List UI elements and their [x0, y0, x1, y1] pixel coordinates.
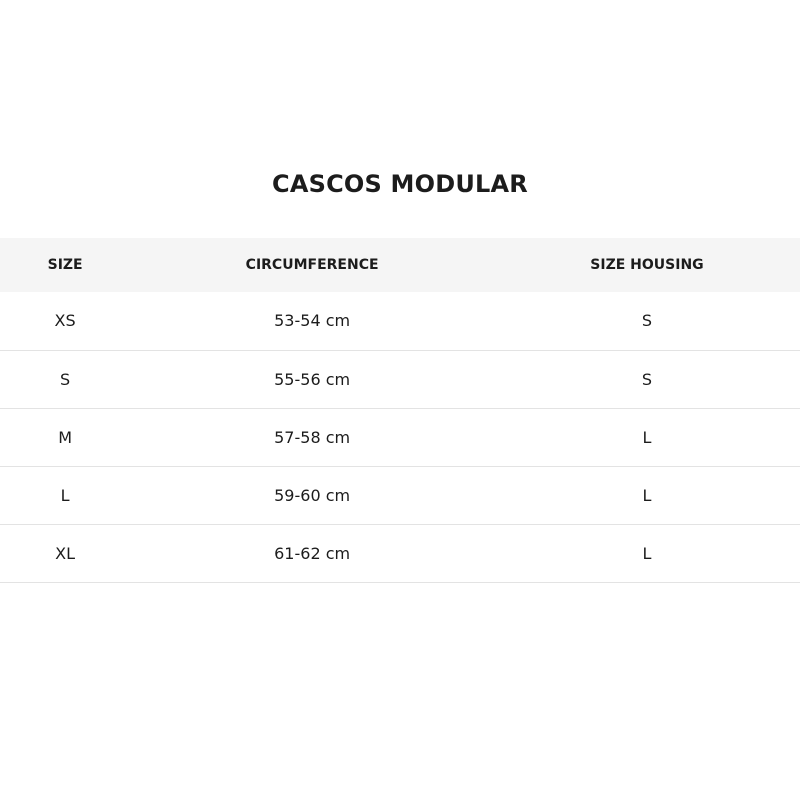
- cell-size: XS: [54, 311, 76, 331]
- cell-circumference: 55-56 cm: [274, 369, 351, 389]
- cell-size: L: [60, 485, 70, 505]
- cell-size-housing-label: L: [642, 427, 652, 447]
- table-row: XS 53-54 cm S: [0, 292, 800, 350]
- cell-size-housing: L: [494, 466, 800, 524]
- cell-size: M: [58, 427, 73, 447]
- cell-circumference: 57-58 cm: [274, 427, 351, 447]
- table-row: M 57-58 cm L: [0, 408, 800, 466]
- cell-size: XL: [55, 543, 76, 563]
- cell-size-housing: S: [494, 292, 800, 350]
- cell-size-housing: L: [494, 408, 800, 466]
- cell-circumference: 53-54 cm: [274, 311, 351, 331]
- table-row: L 59-60 cm L: [0, 466, 800, 524]
- cell-circumference: 59-60 cm: [274, 485, 351, 505]
- header-size-housing: SIZE HOUSING: [494, 238, 800, 292]
- table-header-row: SIZE CIRCUMFERENCE SIZE HOUSING: [0, 238, 800, 292]
- cell-size: S: [60, 369, 71, 389]
- cell-size-housing-label: L: [642, 485, 652, 505]
- cell-size-housing-label: S: [641, 369, 653, 389]
- header-size: SIZE: [47, 257, 83, 273]
- cell-circumference: 61-62 cm: [274, 543, 351, 563]
- cell-size-housing: S: [494, 350, 800, 408]
- header-circumference: CIRCUMFERENCE: [245, 257, 379, 273]
- cell-size-housing-label: S: [641, 311, 653, 331]
- header-size-housing-label: SIZE HOUSING: [590, 257, 704, 273]
- cell-size-housing-label: L: [642, 543, 652, 563]
- page-title: CASCOS MODULAR: [272, 170, 528, 198]
- size-table: SIZE CIRCUMFERENCE SIZE HOUSING XS 53-54 …: [0, 238, 800, 583]
- table-row: S 55-56 cm S: [0, 350, 800, 408]
- table-row: XL 61-62 cm L: [0, 524, 800, 582]
- cell-size-housing: L: [494, 524, 800, 582]
